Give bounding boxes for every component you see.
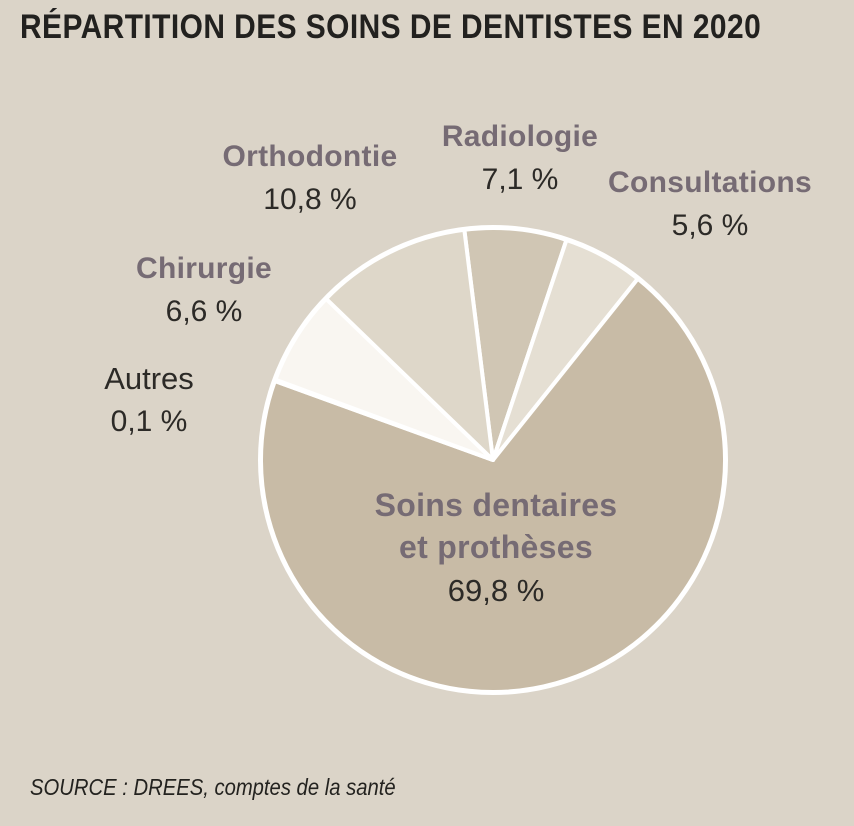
slice-name: Consultations: [608, 166, 812, 199]
pie-slice-orthodontie: [324, 227, 495, 462]
slice-name: Autres: [104, 361, 194, 396]
label-soins-dentaires: Soins dentaires et prothèses 69,8 %: [375, 484, 618, 608]
pie-slice-soins-dentaires-et-protheses: [259, 276, 727, 694]
slice-value: 5,6 %: [671, 209, 749, 242]
slice-value: 6,6 %: [165, 295, 243, 328]
slice-name-line1: Soins dentaires: [374, 487, 618, 523]
chart-title: RÉPARTITION DES SOINS DE DENTISTES EN 20…: [20, 8, 762, 46]
label-autres: Autres 0,1 %: [104, 362, 194, 439]
slice-value: 10,8 %: [263, 183, 357, 216]
label-radiologie: Radiologie 7,1 %: [442, 120, 598, 197]
slice-name: Orthodontie: [222, 140, 398, 173]
slice-value: 69,8 %: [447, 573, 545, 608]
slice-name-line2: et prothèses: [399, 529, 593, 565]
slice-value: 0,1 %: [110, 405, 188, 438]
slice-name: Radiologie: [441, 120, 599, 153]
label-consultations: Consultations 5,6 %: [608, 166, 812, 243]
pie-slice-radiologie: [462, 226, 569, 462]
label-orthodontie: Orthodontie 10,8 %: [223, 140, 398, 217]
source-credit: SOURCE : DREES, comptes de la santé: [30, 774, 396, 800]
slice-value: 7,1 %: [481, 163, 559, 196]
slice-name: Soins dentaires et prothèses: [375, 484, 618, 568]
label-chirurgie: Chirurgie 6,6 %: [136, 252, 272, 329]
slice-name: Chirurgie: [135, 252, 273, 285]
